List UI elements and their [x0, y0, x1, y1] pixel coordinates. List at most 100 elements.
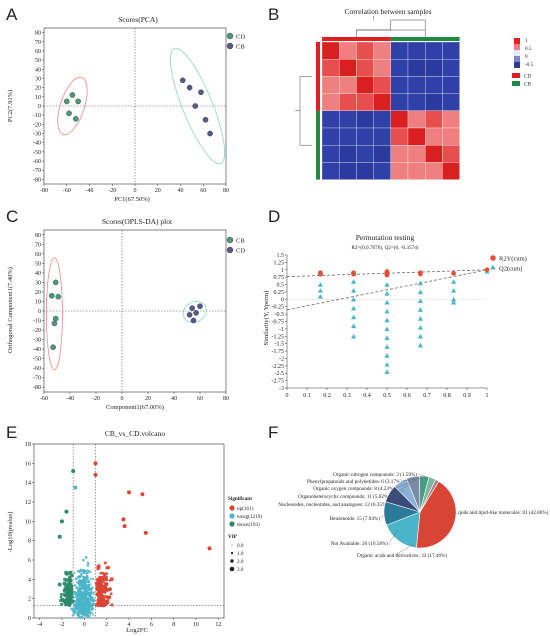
heatmap-title: Correlation between samples [344, 7, 431, 16]
pie-slice-8 [419, 479, 440, 513]
volcano-point-nosig [80, 591, 84, 595]
perm-q2-point [317, 282, 323, 287]
volcano-point-up [103, 582, 107, 586]
opls-ytick-label: -60 [33, 366, 41, 372]
opls-xtick-label: 20 [145, 396, 151, 402]
perm-q2-point [384, 291, 390, 296]
perm-fit-line-1 [286, 269, 488, 311]
perm-q2-point [384, 361, 390, 367]
volcano-point-down [70, 595, 74, 599]
volcano-point-nosig [87, 609, 90, 612]
heatmap-cell [356, 162, 374, 180]
opls-xtick-label: -60 [40, 396, 48, 402]
pie-label-organic-acids: Organic acids and derivatives: 33 (17.46… [357, 552, 447, 559]
heatmap-cell [425, 93, 443, 111]
volcano-point-nosig [75, 597, 79, 601]
perm-xtick-label: 1 [486, 393, 489, 399]
pca-ytick-label: 10 [35, 95, 41, 101]
volcano-point-nosig [86, 585, 89, 588]
volcano-point-nosig [75, 586, 79, 590]
volcano-point-up [104, 591, 107, 594]
vip-legend-1: 1.0 [237, 551, 244, 557]
volcano-point-nosig [88, 593, 92, 597]
opls-point-cd [193, 310, 199, 316]
pca-xtick-label: -60 [63, 188, 71, 194]
volcano-point-down [70, 574, 74, 577]
perm-q2-point [351, 314, 357, 320]
volcano-point-nosig [82, 587, 85, 590]
opls-ytick-label: -20 [33, 328, 41, 334]
volcano-point-nosig [74, 592, 78, 596]
panel-label-e: E [6, 423, 17, 442]
perm-ytick-label: -1 [279, 327, 284, 333]
pca-ytick-label: 0 [38, 104, 41, 110]
pca-point-cb [202, 116, 209, 123]
volcano-point-nosig [80, 569, 84, 573]
volcano-point-nosig [87, 600, 90, 603]
heatmap-cell [407, 59, 426, 77]
perm-legend-r2y-marker [490, 255, 496, 261]
volcano-point-nosig [87, 569, 91, 572]
pca-point-cd [63, 98, 70, 105]
heatmap-cell [321, 59, 340, 77]
opls-legend-cd: CD [236, 248, 245, 255]
volcano-point-nosig [89, 591, 91, 594]
heatmap-cell [425, 41, 443, 60]
volcano-point-nosig [82, 609, 85, 612]
volcano-ytick-label: 4 [28, 577, 31, 583]
vip-legend-0: 0.0 [237, 543, 244, 549]
opls-xtick-label: 0 [121, 396, 124, 402]
perm-r2y-point [318, 270, 323, 276]
perm-q2-point [417, 333, 423, 339]
heatmap-cell [442, 145, 460, 163]
volcano-point-down [66, 591, 71, 596]
perm-xtick-label: 0.9 [463, 393, 471, 399]
volcano-point-nosig [92, 578, 95, 581]
volcano-point-nosig [82, 580, 85, 583]
heatmap-cell [425, 145, 443, 163]
perm-q2-point [351, 305, 357, 311]
perm-q2-point [451, 299, 457, 305]
heatmap-cell [390, 41, 409, 60]
volcano-ytick-label: 18 [25, 442, 31, 448]
volcano-xtick-label: -4 [37, 622, 42, 628]
pie-label-organoheterocyclic: Organoheterocyclic compounds: 11 (5.82%) [298, 493, 390, 500]
pie-leader-line-2 [395, 479, 417, 489]
perm-q2-point [351, 288, 357, 293]
volcano-point-down [69, 584, 74, 588]
pie-label-organic-nitrogen: Organic nitrogen compounds: 3 (1.59%) [333, 471, 417, 478]
volcano-point-down [65, 598, 69, 602]
volcano-point-nosig [85, 598, 88, 601]
perm-ytick-label: -0.75 [272, 320, 285, 326]
volcano-point-down [67, 601, 72, 606]
volcano-point-highlight [207, 546, 212, 551]
perm-ytick-label: -2.75 [272, 379, 285, 385]
perm-r2y-point [351, 270, 356, 276]
heatmap-cell [321, 110, 340, 129]
heatmap-cbar-tick-0: 0 [525, 54, 528, 60]
volcano-point-nosig [77, 581, 80, 584]
pie-label-lipids: Lipids and lipid-like molecules: 81 (42.… [455, 509, 549, 516]
pca-ytick-label: 50 [35, 58, 41, 64]
opls-confidence-ellipse-1 [182, 301, 207, 323]
perm-xtick-label: 0.5 [383, 393, 391, 399]
heatmap-cell [356, 127, 374, 146]
heatmap-cell [373, 110, 391, 129]
heatmap-cell [425, 127, 443, 146]
perm-q2-point [351, 323, 357, 329]
opls-xtick-label: 40 [171, 396, 177, 402]
heatmap-cell [321, 162, 340, 180]
volcano-point-nosig [74, 609, 77, 613]
volcano-point-nosig [80, 596, 83, 599]
pca-point-cb [207, 130, 213, 137]
perm-xtick-label: 0.6 [403, 393, 411, 399]
volcano-point-nosig [91, 613, 95, 616]
perm-ytick-label: 0.5 [277, 283, 285, 289]
perm-ytick-label: 1.25 [274, 260, 285, 266]
pca-legend-cb-marker [226, 42, 234, 50]
heatmap-cell [442, 59, 460, 77]
volcano-point-nosig [80, 604, 83, 608]
volcano-point-up [104, 572, 108, 576]
volcano-point-down [59, 602, 64, 607]
volcano-ytick-label: 12 [25, 500, 31, 506]
